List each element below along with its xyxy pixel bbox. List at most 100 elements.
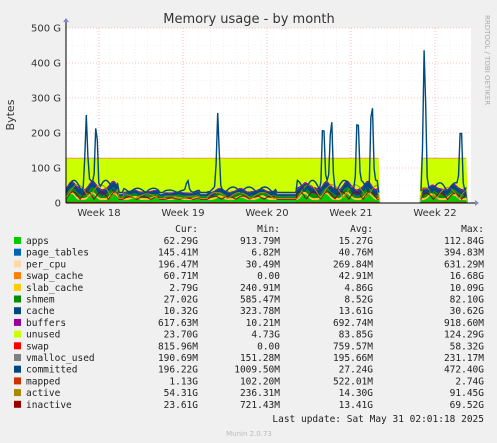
legend-avg-apps: 15.27G: [339, 236, 374, 247]
line-active: [65, 184, 467, 200]
y-tick-label: 400 G: [31, 59, 61, 70]
legend-cur-shmem: 27.02G: [164, 295, 199, 306]
legend-cur-buffers: 617.63M: [158, 318, 198, 329]
legend-swatch-per_cpu: [14, 260, 21, 268]
legend-max-shmem: 82.10G: [450, 295, 485, 306]
legend-min-mapped: 102.20M: [240, 376, 280, 387]
x-tick-label: Week 20: [245, 208, 288, 219]
legend-name-unused: unused: [26, 330, 60, 341]
legend-max-mapped: 2.74G: [455, 376, 484, 387]
chart-title: Memory usage - by month: [163, 12, 334, 27]
legend-avg-shmem: 8.52G: [344, 295, 373, 306]
rrdtool-credit: RRDTOOL / TOBI OETIKER: [483, 15, 491, 105]
legend-swatch-apps: [14, 237, 21, 244]
legend-cur-cache: 10.32G: [164, 306, 199, 317]
legend-min-swap_cache: 0.00: [257, 271, 280, 282]
legend-min-committed: 1009.50M: [234, 365, 280, 376]
legend-min-unused: 4.73G: [251, 330, 280, 341]
legend-name-slab_cache: slab_cache: [26, 283, 83, 294]
legend-cur-inactive: 23.61G: [164, 400, 199, 411]
legend-max-swap: 58.32G: [450, 341, 485, 352]
grid-lines: [66, 27, 471, 203]
legend-swatch-unused: [14, 330, 21, 338]
legend-cur-unused: 23.70G: [164, 330, 199, 341]
x-tick-label: Week 22: [413, 208, 456, 219]
munin-version: Munin 2.0.73: [226, 430, 272, 438]
legend-avg-vmalloc_used: 195.66M: [333, 353, 373, 364]
chart-areas: [65, 50, 471, 204]
x-tick-label: Week 21: [329, 208, 372, 219]
legend-name-inactive: inactive: [26, 400, 72, 411]
legend-name-cache: cache: [26, 306, 55, 317]
legend-min-swap: 0.00: [257, 341, 280, 352]
y-axis-arrow: [63, 18, 69, 22]
area-buffers: [66, 180, 471, 203]
legend-avg-active: 14.30G: [339, 388, 374, 399]
legend-name-active: active: [26, 388, 61, 399]
legend-min-slab_cache: 240.91M: [240, 283, 280, 294]
legend-min-vmalloc_used: 151.28M: [240, 353, 280, 364]
legend-avg-inactive: 13.41G: [339, 400, 374, 411]
legend-cur-per_cpu: 196.47M: [158, 259, 198, 270]
legend-header-cur: Cur:: [175, 224, 198, 235]
legend-avg-page_tables: 40.76M: [339, 248, 374, 259]
legend-max-unused: 124.29G: [444, 330, 484, 341]
x-tick-label: Week 19: [161, 208, 204, 219]
legend-name-vmalloc_used: vmalloc_used: [26, 353, 95, 364]
legend-max-vmalloc_used: 231.17M: [444, 353, 484, 364]
legend-avg-swap_cache: 42.91M: [339, 271, 374, 282]
legend-avg-mapped: 522.01M: [333, 376, 373, 387]
legend-cur-apps: 62.29G: [164, 236, 199, 247]
line-committed: [65, 50, 467, 194]
legend-swatch-swap: [14, 342, 21, 350]
legend-avg-per_cpu: 269.84M: [333, 259, 373, 270]
x-axis-arrow: [475, 200, 479, 206]
legend-swatch-inactive: [14, 400, 21, 408]
legend-header-max: Max:: [461, 224, 484, 235]
legend-avg-buffers: 692.74M: [333, 318, 373, 329]
legend-min-inactive: 721.43M: [240, 400, 280, 411]
legend-max-per_cpu: 631.29M: [444, 259, 484, 270]
legend-name-shmem: shmem: [26, 295, 55, 306]
legend-min-cache: 323.78M: [240, 306, 280, 317]
legend-max-apps: 112.84G: [444, 236, 484, 247]
legend-avg-committed: 27.24G: [339, 365, 374, 376]
legend-cur-page_tables: 145.41M: [158, 248, 198, 259]
y-tick-label: 100 G: [31, 164, 61, 175]
legend-cur-swap_cache: 60.71M: [164, 271, 199, 282]
last-update: Last update: Sat May 31 02:01:18 2025: [272, 414, 484, 425]
legend-min-apps: 913.79M: [240, 236, 280, 247]
y-axis-label: Bytes: [4, 99, 17, 130]
legend-name-apps: apps: [26, 236, 49, 247]
legend-min-active: 236.31M: [240, 388, 280, 399]
legend-avg-cache: 13.61G: [339, 306, 374, 317]
y-tick-label: 200 G: [31, 129, 61, 140]
legend-min-per_cpu: 30.49M: [246, 259, 281, 270]
legend-swatch-mapped: [14, 377, 21, 385]
y-tick-labels: 0 100 G 200 G 300 G 400 G 500 G: [31, 24, 61, 210]
legend-max-swap_cache: 16.68G: [450, 271, 485, 282]
axes: [63, 18, 479, 206]
legend-name-swap: swap: [26, 341, 49, 352]
legend-cur-mapped: 1.13G: [169, 376, 198, 387]
area-shmem: [66, 187, 471, 203]
legend-max-committed: 472.40G: [444, 365, 484, 376]
legend-max-cache: 30.62G: [450, 306, 485, 317]
y-tick-label: 0: [55, 199, 61, 210]
legend-swatch-page_tables: [14, 248, 21, 256]
legend-name-per_cpu: per_cpu: [26, 259, 66, 270]
legend-max-active: 91.45G: [450, 388, 485, 399]
legend-min-buffers: 10.21M: [246, 318, 281, 329]
legend-max-buffers: 918.60M: [444, 318, 484, 329]
legend-name-committed: committed: [26, 365, 77, 376]
area-apps: [66, 193, 471, 203]
legend-swatch-slab_cache: [14, 283, 21, 291]
legend-name-swap_cache: swap_cache: [26, 271, 83, 282]
legend-cur-slab_cache: 2.79G: [169, 283, 198, 294]
legend-min-page_tables: 6.82M: [251, 248, 280, 259]
legend-name-mapped: mapped: [26, 376, 60, 387]
legend-max-inactive: 69.52G: [450, 400, 485, 411]
legend-cur-active: 54.31G: [164, 388, 199, 399]
